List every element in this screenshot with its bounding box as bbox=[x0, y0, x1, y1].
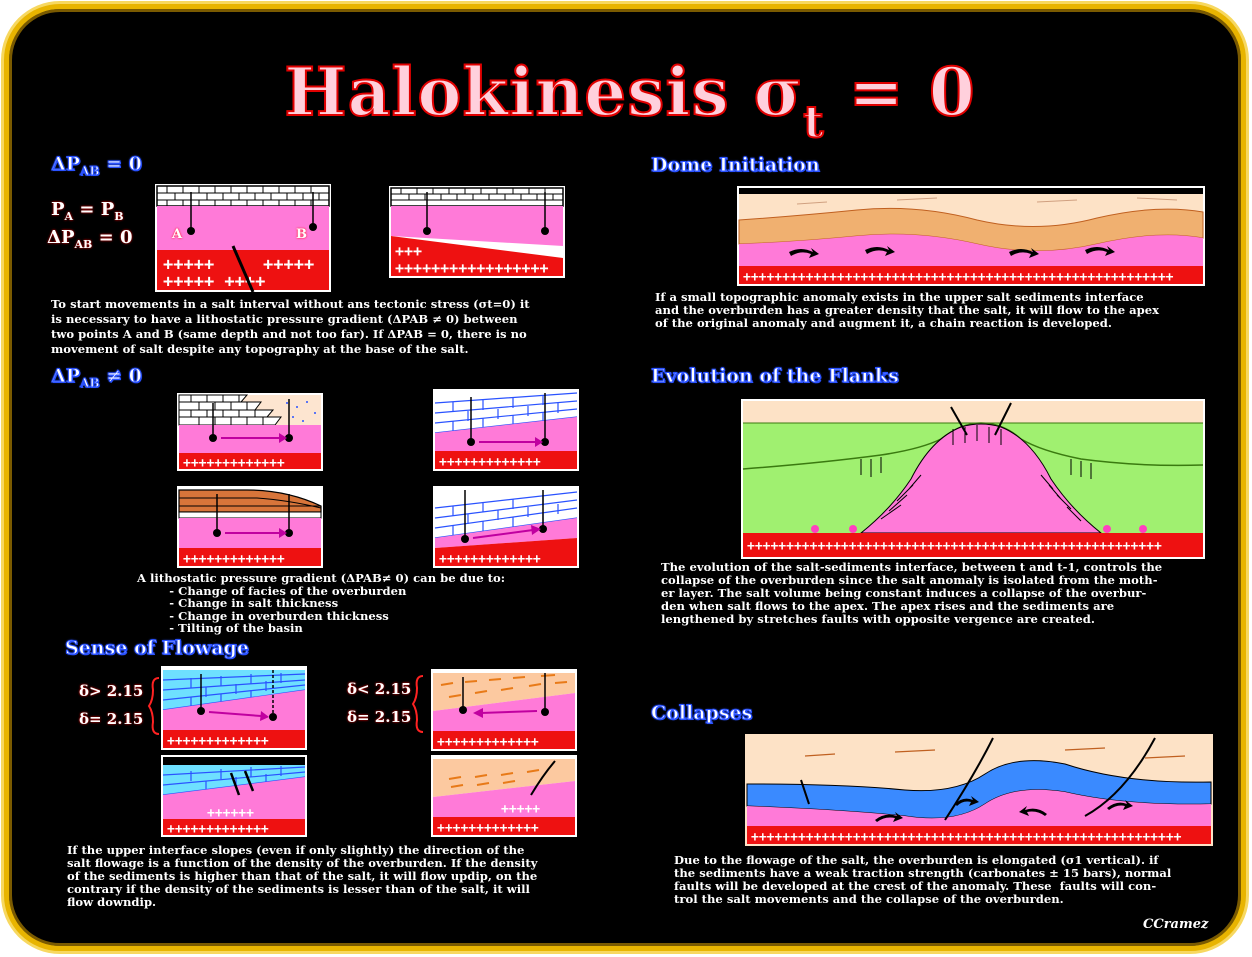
signature: CCramez bbox=[1143, 917, 1209, 932]
density-lt-label: δ< 2.15 bbox=[347, 680, 412, 698]
density-gt-label: δ> 2.15 bbox=[79, 682, 144, 700]
density-eq2-label: δ= 2.15 bbox=[347, 708, 412, 726]
svg-text:+++++++++++++: +++++++++++++ bbox=[167, 734, 269, 749]
diagram-facies-change: +++++++++++++ bbox=[177, 393, 323, 471]
frame: Halokinesis σt = 0 ΔPAB = 0 ΔPAB ≠ 0 Sen… bbox=[4, 4, 1246, 951]
svg-text:++++++++++++++++++++++++++++++: ++++++++++++++++++++++++++++++++++++++++… bbox=[743, 270, 1174, 285]
diagram-flow-updip: +++++++++++++ bbox=[161, 666, 307, 750]
svg-text:+++++++++++++: +++++++++++++ bbox=[439, 552, 541, 567]
diagram-dp-zero-flat: +++++ +++++ ++++ +++++ bbox=[155, 184, 331, 292]
header-sense-of-flowage: Sense of Flowage bbox=[65, 637, 250, 660]
svg-text:++++++++++++++++++++++++++++++: ++++++++++++++++++++++++++++++++++++++++… bbox=[747, 539, 1162, 554]
text-start-movements: To start movements in a salt interval wi… bbox=[51, 297, 530, 356]
diagram-faults-downdip: +++++ +++++++++++++ bbox=[431, 755, 577, 837]
brace-left-1 bbox=[147, 677, 160, 735]
svg-text:+++++: +++++ bbox=[163, 255, 214, 275]
svg-text:+++++++++++++: +++++++++++++ bbox=[167, 822, 269, 837]
svg-text:+++++: +++++ bbox=[263, 255, 314, 275]
svg-text:++++++: ++++++ bbox=[207, 806, 254, 821]
diagram-dp-zero-slope: +++ +++++++++++++++++ bbox=[389, 186, 565, 278]
svg-text:+++++: +++++ bbox=[501, 802, 540, 817]
diagram-overburden-thickness: +++++++++++++ bbox=[177, 486, 323, 568]
svg-text:++++++++++++++++++++++++++++++: ++++++++++++++++++++++++++++++++++++++++… bbox=[751, 830, 1182, 845]
diagram-dome-initiation: ++++++++++++++++++++++++++++++++++++++++… bbox=[737, 186, 1205, 286]
svg-text:+++++ ++++: +++++ ++++ bbox=[163, 272, 265, 292]
header-collapses: Collapses bbox=[650, 702, 753, 725]
text-gradient-causes: A lithostatic pressure gradient (ΔPAB≠ 0… bbox=[137, 571, 505, 636]
diagram-salt-thickness: +++++++++++++ bbox=[433, 389, 579, 471]
svg-text:+++++++++++++: +++++++++++++ bbox=[437, 821, 539, 836]
text-evolution-flanks: The evolution of the salt-sediments inte… bbox=[661, 560, 1163, 626]
diagram-flow-downdip: +++++++++++++ bbox=[431, 669, 577, 751]
svg-text:+++++++++++++: +++++++++++++ bbox=[437, 735, 539, 750]
diagram-evolution-flanks: ++++++++++++++++++++++++++++++++++++++++… bbox=[741, 399, 1205, 559]
brace-left-2 bbox=[411, 675, 424, 733]
header-delta-nonzero: ΔPAB ≠ 0 bbox=[50, 365, 142, 391]
text-upper-interface: If the upper interface slopes (even if o… bbox=[67, 843, 538, 909]
header-delta-zero: ΔPAB = 0 bbox=[50, 153, 142, 179]
equation-dp-zero: ΔPAB = 0 bbox=[47, 227, 133, 251]
diagram-tilting: +++++++++++++ bbox=[433, 486, 579, 568]
svg-text:+++++++++++++++++: +++++++++++++++++ bbox=[395, 259, 549, 277]
text-dome-initiation: If a small topographic anomaly exists in… bbox=[655, 290, 1160, 330]
text-collapses: Due to the flowage of the salt, the over… bbox=[674, 853, 1172, 906]
svg-text:+++++++++++++: +++++++++++++ bbox=[439, 455, 541, 470]
page-title: Halokinesis σt = 0 bbox=[283, 52, 976, 149]
svg-text:+++: +++ bbox=[395, 242, 422, 260]
diagram-faults-updip: ++++++ +++++++++++++ bbox=[161, 755, 307, 837]
density-eq1-label: δ= 2.15 bbox=[79, 710, 144, 728]
header-evolution-flanks: Evolution of the Flanks bbox=[651, 365, 900, 388]
diagram-collapses: ++++++++++++++++++++++++++++++++++++++++… bbox=[745, 734, 1213, 846]
svg-text:+++++++++++++: +++++++++++++ bbox=[183, 552, 285, 567]
equation-pa-pb: PA = PB bbox=[51, 199, 124, 223]
svg-text:+++++++++++++: +++++++++++++ bbox=[183, 456, 285, 471]
point-a-label: A bbox=[172, 227, 183, 242]
header-dome-initiation: Dome Initiation bbox=[651, 154, 821, 177]
point-b-label: B bbox=[296, 227, 307, 242]
